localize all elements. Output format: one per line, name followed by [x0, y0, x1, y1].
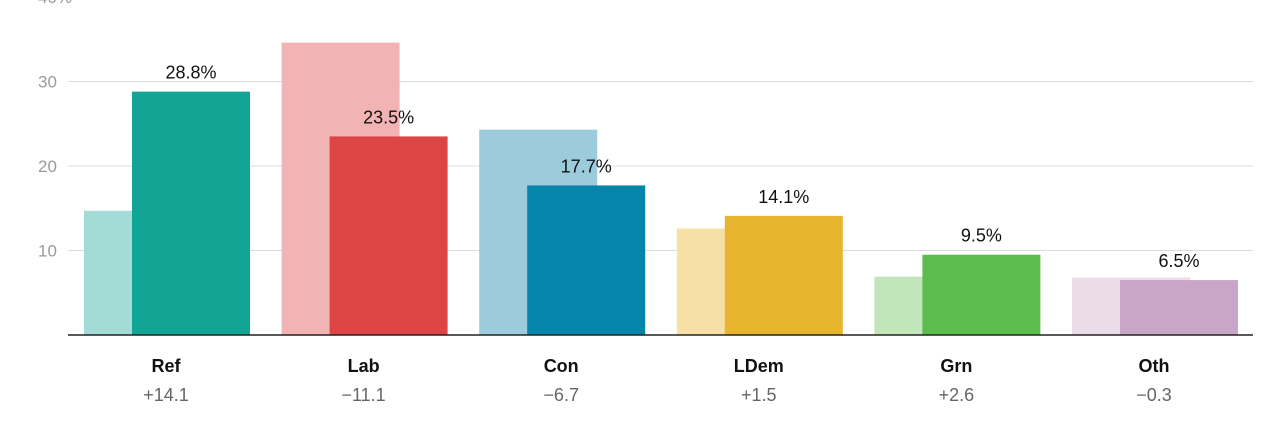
category-label-ldem: LDem	[734, 356, 784, 376]
category-labels: Ref Lab Con LDem Grn Oth	[151, 356, 1169, 376]
data-label-con: 17.7%	[561, 156, 612, 176]
bar-current-ldem	[724, 215, 843, 335]
category-label-con: Con	[544, 356, 579, 376]
data-label-grn: 9.5%	[961, 226, 1002, 246]
bar-current-oth	[1120, 280, 1238, 335]
category-label-ref: Ref	[151, 356, 181, 376]
change-label-ref: +14.1	[143, 385, 189, 405]
gridlines: 10 20 30 40%	[38, 0, 1253, 261]
change-label-ldem: +1.5	[741, 385, 777, 405]
y-tick-label-20: 20	[38, 157, 57, 176]
bar-current-ref	[132, 91, 250, 335]
change-label-grn: +2.6	[939, 385, 975, 405]
category-label-grn: Grn	[940, 356, 972, 376]
category-label-lab: Lab	[348, 356, 380, 376]
data-label-ldem: 14.1%	[758, 187, 809, 207]
data-label-oth: 6.5%	[1158, 251, 1199, 271]
y-tick-label-30: 30	[38, 73, 57, 92]
change-label-con: −6.7	[543, 385, 579, 405]
change-labels: +14.1 −11.1 −6.7 +1.5 +2.6 −0.3	[143, 385, 1172, 405]
y-tick-label-40: 40%	[38, 0, 72, 7]
data-label-lab: 23.5%	[363, 107, 414, 127]
y-tick-label-10: 10	[38, 242, 57, 261]
bar-current-con	[527, 185, 646, 335]
change-label-lab: −11.1	[341, 385, 385, 405]
change-label-oth: −0.3	[1136, 385, 1172, 405]
current-bars	[132, 91, 1238, 335]
bar-current-lab	[329, 136, 448, 335]
data-label-ref: 28.8%	[165, 63, 216, 83]
bar-current-grn	[922, 254, 1041, 335]
data-labels: 28.8% 23.5% 17.7% 14.1% 9.5% 6.5%	[165, 63, 1199, 271]
category-label-oth: Oth	[1139, 356, 1170, 376]
